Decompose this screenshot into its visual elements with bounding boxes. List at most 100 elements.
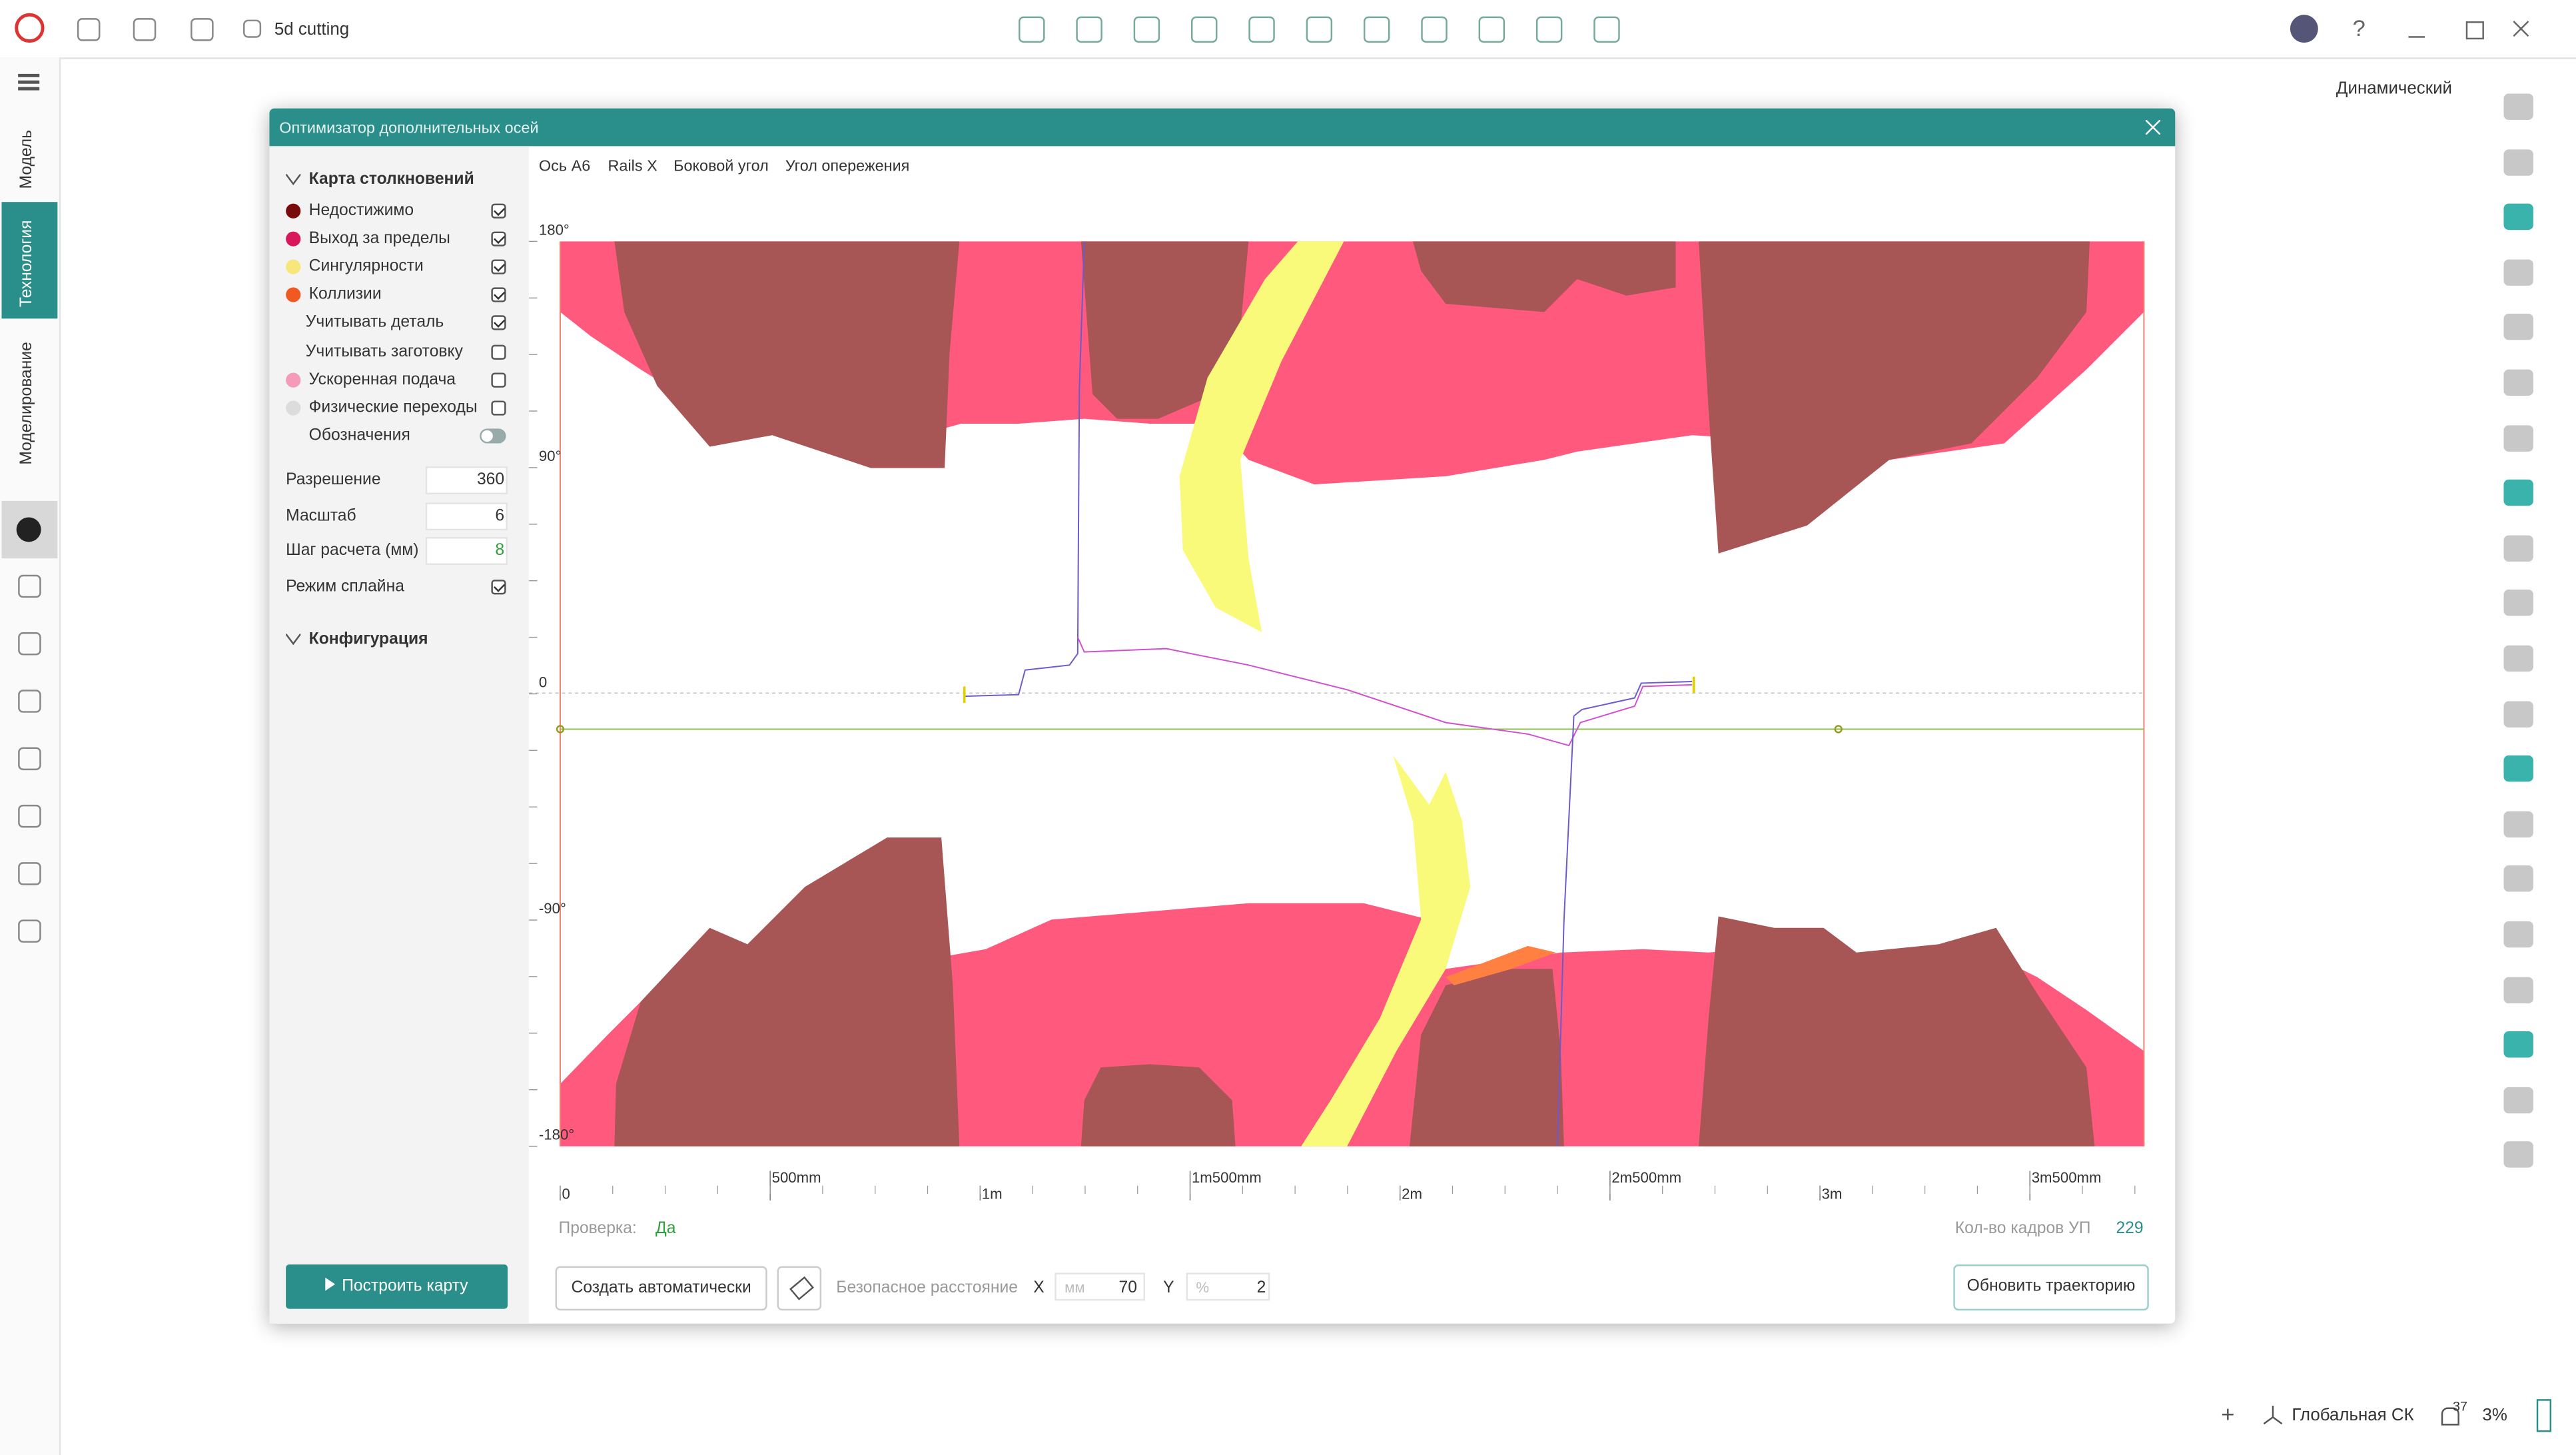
cs-icon (2263, 1406, 2283, 1425)
tab[interactable]: Боковой угол (673, 157, 769, 176)
minimize-button[interactable] (2408, 36, 2425, 38)
bell-icon[interactable] (2441, 1407, 2459, 1426)
toolbar-icon[interactable] (1421, 16, 1448, 43)
right-tool-icon[interactable] (2503, 976, 2533, 1003)
checkbox[interactable] (491, 372, 506, 387)
coordinate-system[interactable]: Глобальная СК (2292, 1406, 2414, 1426)
help-button[interactable]: ? (2352, 15, 2365, 41)
param-input[interactable] (425, 537, 508, 565)
right-tool-icon[interactable] (2503, 258, 2533, 286)
unreachable-region (1409, 969, 1564, 1147)
checkbox[interactable] (491, 288, 506, 303)
view-mode-select[interactable]: Динамический (2336, 79, 2453, 99)
toolbar-icon[interactable] (1076, 16, 1102, 43)
left-tool-icon[interactable] (18, 632, 41, 656)
param-value: 8 (495, 542, 505, 560)
right-tool-icon[interactable] (2503, 369, 2533, 396)
x-axis-label: 1m (982, 1185, 1003, 1202)
left-tool-icon[interactable] (18, 574, 41, 598)
right-tool-icon[interactable] (2503, 314, 2533, 341)
right-tool-icon[interactable] (2503, 866, 2533, 893)
right-tool-icon[interactable] (2503, 149, 2533, 175)
toolbar-icon[interactable] (1190, 16, 1218, 43)
update-path-button[interactable]: Обновить траекторию (1953, 1264, 2149, 1311)
y-input[interactable] (1186, 1272, 1270, 1301)
right-tool-icon[interactable] (2503, 590, 2533, 617)
reference-point (556, 725, 565, 733)
checkbox[interactable] (491, 316, 506, 331)
dialog-close[interactable] (2145, 119, 2161, 135)
open-file-icon[interactable] (133, 18, 157, 41)
collapse-arrow[interactable] (286, 634, 301, 646)
right-tool-icon[interactable] (2503, 1031, 2533, 1058)
right-tool-icon[interactable] (2503, 1087, 2533, 1113)
user-avatar[interactable] (2290, 15, 2318, 43)
right-tool-icon[interactable] (2503, 811, 2533, 837)
checkbox[interactable] (491, 203, 506, 219)
maximize-button[interactable] (2465, 21, 2484, 40)
app-logo[interactable] (15, 13, 45, 43)
right-tool-icon[interactable] (2503, 424, 2533, 451)
right-tool-icon[interactable] (2503, 204, 2533, 231)
tab[interactable]: Угол опережения (785, 157, 910, 176)
right-tool-icon[interactable] (2503, 535, 2533, 562)
axis-path (964, 241, 1085, 698)
right-tool-icon[interactable] (2503, 755, 2533, 782)
item-label: Недостижимо (308, 202, 414, 221)
frames-label: Кол-во кадров УП (1954, 1220, 2091, 1238)
toolbar-icon[interactable] (1133, 16, 1160, 43)
toggle[interactable] (480, 428, 506, 444)
eraser-button[interactable] (777, 1266, 822, 1311)
left-tool-icon[interactable] (18, 804, 41, 828)
tab[interactable]: Rails X (608, 157, 657, 176)
checkbox[interactable] (491, 259, 506, 275)
param-input[interactable] (425, 466, 508, 494)
right-tool-icon[interactable] (2503, 93, 2533, 120)
new-file-icon[interactable] (77, 18, 101, 41)
build-map-button[interactable]: Построить карту (286, 1264, 508, 1309)
project-title: 5d cutting (274, 19, 350, 40)
close-button[interactable] (2512, 20, 2530, 38)
notification-count: 37 (2453, 1399, 2468, 1414)
right-tool-icon[interactable] (2503, 700, 2533, 727)
tool-icon[interactable] (16, 517, 41, 542)
checkbox[interactable] (491, 578, 506, 594)
y-axis-label: 180° (539, 221, 570, 238)
right-tool-icon[interactable] (2503, 480, 2533, 506)
y-axis-label: -90° (539, 900, 566, 917)
toolbar-icon[interactable] (1019, 16, 1045, 43)
collapse-arrow[interactable] (286, 174, 301, 186)
right-tool-icon[interactable] (2503, 1142, 2533, 1169)
tab[interactable]: Ось A6 (538, 157, 591, 176)
menu-button[interactable] (18, 73, 40, 77)
toolbar-icon[interactable] (1306, 16, 1333, 43)
add-button[interactable]: + (2221, 1400, 2235, 1428)
param-label: Режим сплайна (286, 577, 404, 596)
y-axis-label: -180° (539, 1127, 574, 1143)
checkbox[interactable] (491, 400, 506, 415)
toolbar-icon[interactable] (1478, 16, 1505, 43)
param-input[interactable] (425, 502, 508, 530)
doc-icon (242, 19, 262, 38)
left-tool-icon[interactable] (18, 862, 41, 885)
toolbar-icon[interactable] (1248, 16, 1275, 43)
collision-region (1446, 945, 1556, 985)
left-tool-icon[interactable] (18, 919, 41, 943)
save-icon[interactable] (191, 18, 214, 41)
toolbar-icon[interactable] (1593, 16, 1620, 43)
x-input[interactable] (1055, 1272, 1145, 1301)
right-tool-icon[interactable] (2503, 921, 2533, 948)
checkbox[interactable] (491, 231, 506, 246)
auto-create-button[interactable]: Создать автоматически (555, 1266, 767, 1311)
checkbox[interactable] (491, 344, 506, 359)
left-tool-icon[interactable] (18, 690, 41, 713)
right-tool-icon[interactable] (2503, 645, 2533, 672)
plot-shapes (529, 241, 2145, 1147)
param-label: Шаг расчета (мм) (286, 542, 419, 560)
section-heading[interactable]: Конфигурация (308, 630, 428, 649)
progress-bar (2536, 1399, 2552, 1432)
left-tool-icon[interactable] (18, 747, 41, 771)
toolbar-icon[interactable] (1363, 16, 1390, 43)
section-heading[interactable]: Карта столкновений (308, 171, 474, 189)
toolbar-icon[interactable] (1535, 16, 1563, 43)
